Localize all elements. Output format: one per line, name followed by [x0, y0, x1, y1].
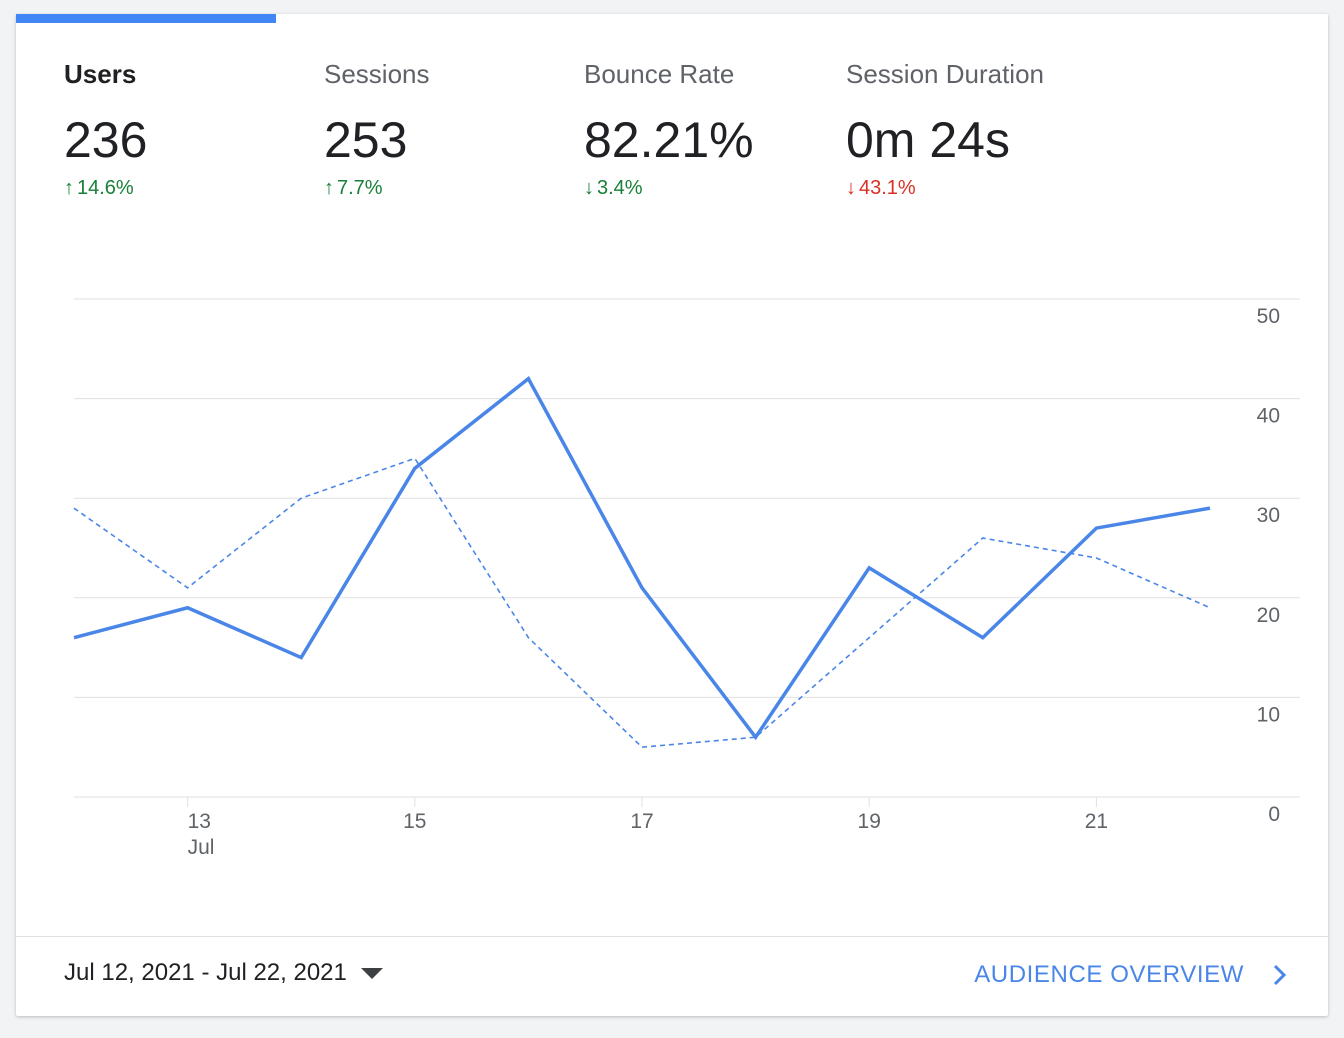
- metric-change-value: 14.6%: [77, 177, 134, 199]
- arrow-down-icon: ↓: [846, 177, 856, 199]
- metric-label: Bounce Rate: [584, 59, 735, 89]
- y-tick-label: 10: [1257, 703, 1280, 726]
- metric-value: 253: [324, 112, 408, 168]
- current-series-line: [73, 376, 1211, 741]
- metric-change: ↑ 14.6%: [64, 176, 147, 200]
- arrow-up-icon: ↑: [64, 177, 74, 199]
- metric-change-value: 43.1%: [859, 177, 916, 199]
- metric-label: Users: [64, 59, 137, 89]
- footer-divider: [16, 936, 1328, 937]
- metric-change-value: 3.4%: [597, 177, 643, 199]
- y-tick-label: 0: [1268, 803, 1280, 826]
- metric-label: Session Duration: [846, 59, 1044, 89]
- date-range-selector[interactable]: Jul 12, 2021 - Jul 22, 2021: [64, 959, 383, 987]
- y-tick-label: 20: [1257, 604, 1280, 627]
- comparison-series-line: [73, 457, 1211, 749]
- arrow-down-icon: ↓: [584, 177, 594, 199]
- audience-overview-link[interactable]: AUDIENCE OVERVIEW: [974, 961, 1288, 989]
- metric-value: 236: [64, 112, 148, 168]
- x-tick-label: 19: [858, 810, 881, 833]
- metric-change: ↓ 3.4%: [584, 176, 754, 200]
- y-tick-label: 50: [1257, 305, 1280, 328]
- users-line-chart: 0 10 20 30 40 50 13 Jul 15 17 19 21: [73, 298, 1300, 859]
- metric-change: ↓ 43.1%: [846, 176, 1044, 200]
- metric-tab-session-duration[interactable]: Session Duration 0m 24s ↓ 43.1%: [846, 58, 1044, 200]
- active-tab-indicator: [16, 14, 276, 23]
- metric-tab-users[interactable]: Users 236 ↑ 14.6%: [64, 58, 147, 200]
- metric-tab-bounce-rate[interactable]: Bounce Rate 82.21% ↓ 3.4%: [584, 58, 754, 200]
- audience-card: Users 236 ↑ 14.6% Sessions 253 ↑ 7.7% Bo…: [16, 14, 1328, 1016]
- y-tick-label: 40: [1257, 405, 1280, 428]
- caret-down-icon: [360, 967, 383, 979]
- arrow-up-icon: ↑: [324, 177, 334, 199]
- audience-overview-label: AUDIENCE OVERVIEW: [974, 961, 1244, 988]
- metric-value: 0m 24s: [846, 112, 1010, 168]
- x-tick-label: 15: [403, 810, 426, 833]
- metric-change-value: 7.7%: [337, 177, 383, 199]
- metric-value: 82.21%: [584, 112, 754, 168]
- chevron-right-icon: [1273, 964, 1287, 986]
- x-tick-label: 17: [630, 810, 653, 833]
- x-tick-label: 13: [188, 810, 211, 833]
- y-tick-label: 30: [1257, 504, 1280, 527]
- metric-tab-sessions[interactable]: Sessions 253 ↑ 7.7%: [324, 58, 430, 200]
- date-range-label: Jul 12, 2021 - Jul 22, 2021: [64, 959, 347, 986]
- metric-label: Sessions: [324, 59, 430, 89]
- x-tick-sublabel: Jul: [188, 836, 215, 859]
- metric-change: ↑ 7.7%: [324, 176, 430, 200]
- x-tick-label: 21: [1085, 810, 1108, 833]
